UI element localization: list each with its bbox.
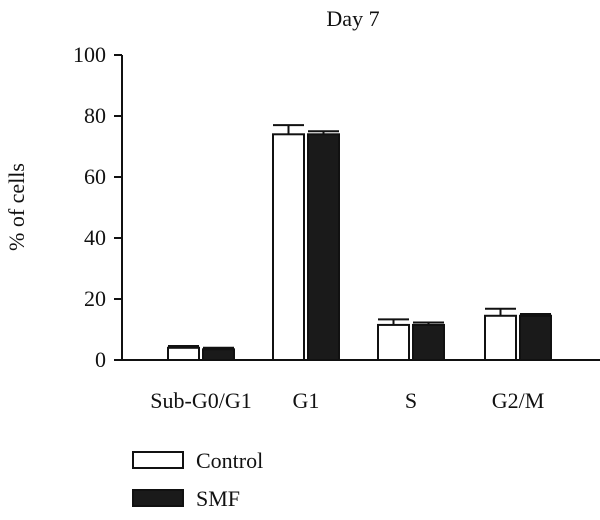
- x-category-label: G2/M: [492, 388, 545, 413]
- bar-control: [167, 346, 200, 361]
- bar-control: [272, 133, 305, 361]
- y-tick-label: 20: [84, 286, 106, 311]
- chart-title: Day 7: [326, 6, 379, 31]
- legend: Control SMF: [132, 448, 263, 511]
- legend-label: SMF: [196, 486, 240, 511]
- legend-swatch-control: [132, 451, 184, 469]
- bar-control: [484, 314, 517, 361]
- x-category-label: S: [405, 388, 417, 413]
- y-tick-label: 40: [84, 225, 106, 250]
- y-axis-ticks: 0 20 40 60 80 100: [73, 42, 122, 372]
- y-tick-label: 80: [84, 103, 106, 128]
- y-tick-label: 60: [84, 164, 106, 189]
- bar-control: [377, 323, 410, 361]
- bar-smf: [412, 323, 445, 361]
- y-axis-label: % of cells: [4, 163, 29, 251]
- bar-smf: [202, 348, 235, 362]
- x-category-label: G1: [293, 388, 320, 413]
- legend-swatch-smf: [132, 489, 184, 507]
- y-tick-label: 100: [73, 42, 106, 67]
- bar-smf: [307, 133, 340, 361]
- x-category-label: Sub-G0/G1: [150, 388, 251, 413]
- bar-smf: [519, 314, 552, 361]
- y-tick-label: 0: [95, 347, 106, 372]
- legend-label: Control: [196, 448, 263, 473]
- x-axis-categories: Sub-G0/G1 G1 S G2/M: [150, 388, 544, 413]
- bar-series: [167, 124, 552, 362]
